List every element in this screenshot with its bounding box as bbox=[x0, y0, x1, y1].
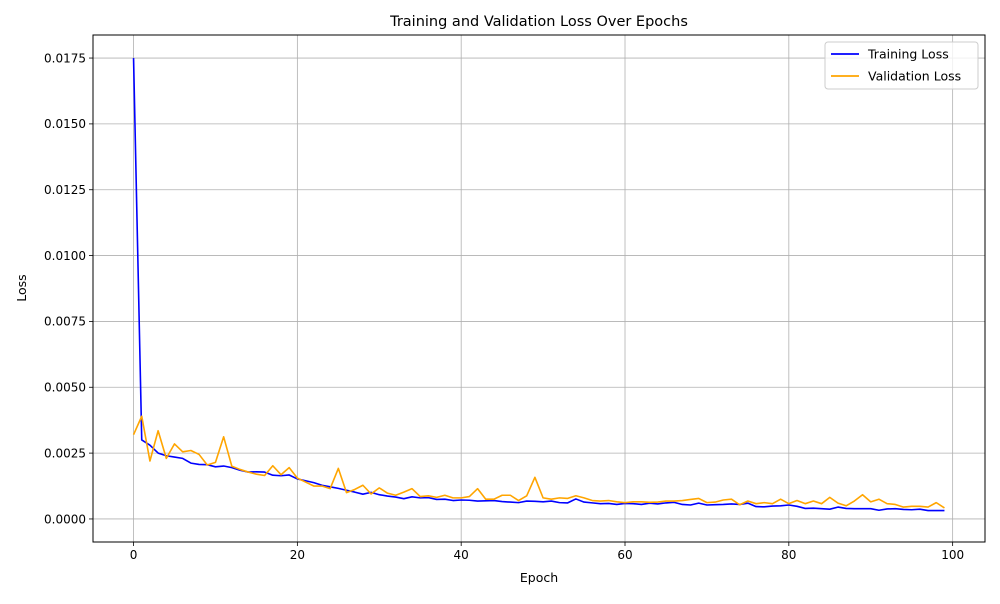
x-tick-label: 60 bbox=[617, 548, 632, 562]
legend-label-training-loss: Training Loss bbox=[867, 47, 949, 62]
legend-frame bbox=[824, 41, 979, 90]
series-line-validation-loss bbox=[132, 415, 945, 509]
x-axis-ticks: 0 20 40 60 80 100 bbox=[130, 542, 964, 562]
y-tick-label: 0.0025 bbox=[44, 446, 86, 460]
x-tick-label: 0 bbox=[130, 548, 138, 562]
chart-title: Training and Validation Loss Over Epochs bbox=[389, 14, 688, 30]
y-axis-label: Loss bbox=[14, 274, 29, 301]
y-tick-label: 0.0175 bbox=[44, 51, 86, 65]
y-tick-label: 0.0000 bbox=[44, 512, 86, 526]
x-tick-label: 100 bbox=[941, 548, 964, 562]
y-tick-label: 0.0075 bbox=[44, 315, 86, 329]
legend-label-validation-loss: Validation Loss bbox=[868, 69, 961, 84]
y-axis-ticks: 0.0000 0.0025 0.0050 0.0075 0.0100 0.0125 0.01… bbox=[44, 51, 93, 526]
x-tick-label: 40 bbox=[454, 548, 469, 562]
y-tick-label: 0.0150 bbox=[44, 117, 86, 131]
legend: Training Loss Validation Loss bbox=[824, 41, 979, 90]
series-line-training-loss bbox=[132, 58, 945, 512]
y-tick-label: 0.0050 bbox=[44, 381, 86, 395]
x-axis-label: Epoch bbox=[520, 570, 558, 585]
plot-area-frame bbox=[92, 34, 986, 543]
x-tick-label: 80 bbox=[781, 548, 796, 562]
series-lines bbox=[132, 58, 945, 512]
x-tick-label: 20 bbox=[290, 548, 305, 562]
y-tick-label: 0.0125 bbox=[44, 183, 86, 197]
y-tick-label: 0.0100 bbox=[44, 249, 86, 263]
